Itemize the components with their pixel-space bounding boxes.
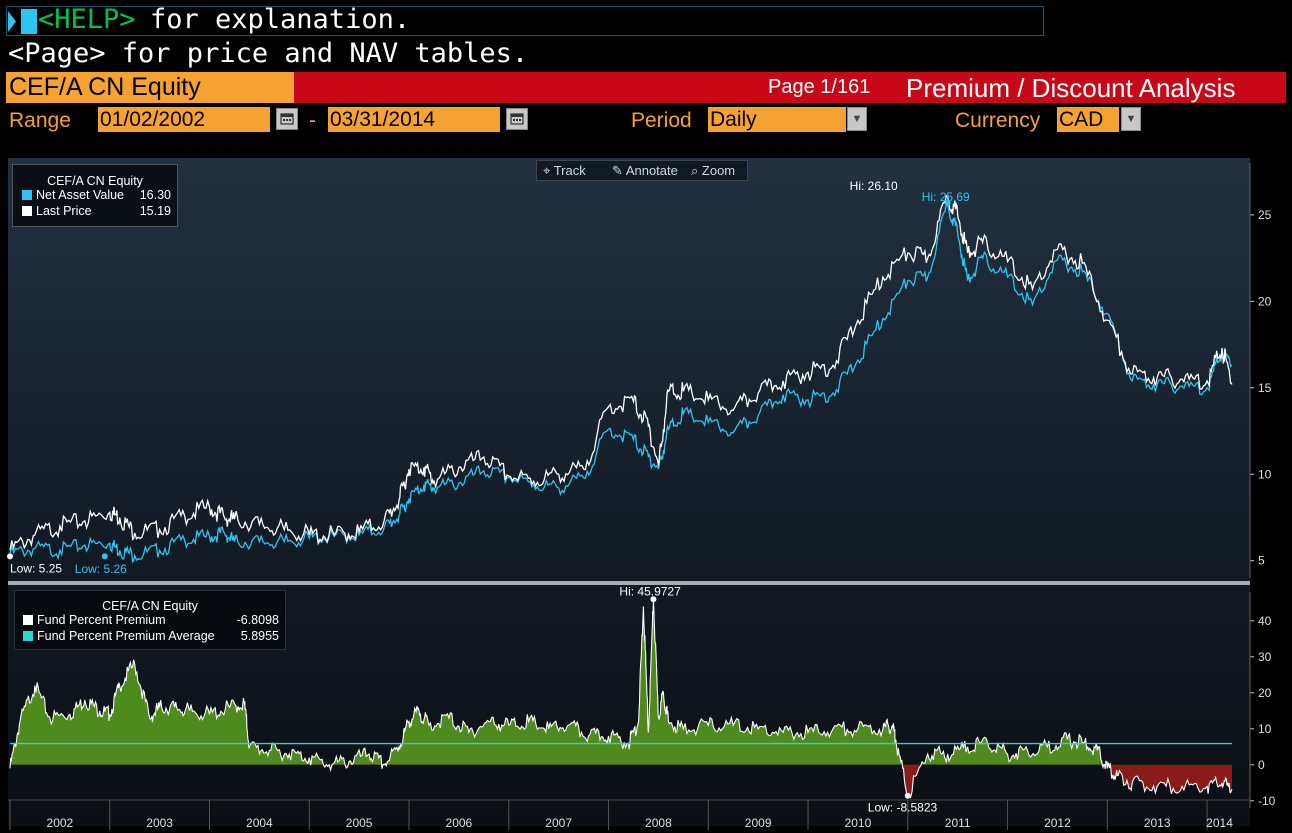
upper-legend-title: CEF/A CN Equity [47, 174, 143, 188]
x-tick-label: 2008 [645, 816, 672, 830]
upper-y-axis: 5 10 15 20 25 [1249, 163, 1272, 578]
panel-divider [8, 581, 1250, 585]
price-series-line [9, 195, 1233, 551]
legend-item-premium: Fund Percent Premium -6.8098 [23, 613, 285, 629]
page-title: Premium / Discount Analysis [906, 73, 1236, 103]
nav-low-label: Low: 5.26 [75, 562, 127, 576]
nav-high-label: Hi: 25.69 [922, 190, 970, 204]
zoom-button[interactable]: ⌕ Zoom [691, 163, 736, 178]
start-date-calendar-icon[interactable] [276, 108, 298, 130]
period-select[interactable]: Daily [708, 107, 846, 132]
lower-y-tick-label: 0 [1258, 758, 1265, 772]
pencil-icon: ✎ [612, 163, 623, 178]
period-dropdown-icon[interactable]: ▼ [847, 107, 867, 131]
x-tick-label: 2010 [845, 816, 872, 830]
price-swatch [22, 206, 32, 216]
range-dash: - [309, 109, 316, 132]
track-button[interactable]: ⌖ Track [543, 163, 586, 178]
lower-y-tick-label: 20 [1258, 686, 1272, 700]
x-tick-label: 2014 [1206, 816, 1233, 830]
chart-toolbar: ⌖ Track ✎ Annotate ⌕ Zoom [536, 160, 748, 181]
page-number: Page 1/161 [768, 76, 871, 98]
end-date-field[interactable]: 03/31/2014 [328, 107, 500, 132]
range-label: Range [9, 109, 71, 132]
help-link[interactable]: <HELP> [38, 4, 136, 35]
upper-y-tick-label: 15 [1258, 381, 1272, 395]
lower-y-tick-label: -10 [1258, 794, 1276, 808]
upper-y-tick-label: 20 [1258, 294, 1272, 308]
x-tick-label: 2013 [1144, 816, 1171, 830]
annotations: Hi: 26.10 Hi: 25.69 Low: 5.25 Low: 5.26 Hi: … [7, 179, 970, 815]
premium-high-marker [650, 596, 657, 603]
price-high-label: Hi: 26.10 [850, 179, 898, 193]
upper-y-tick-label: 5 [1258, 554, 1265, 568]
nav-low-marker [101, 553, 108, 560]
premium-low-label: Low: -8.5823 [868, 801, 938, 815]
command-line[interactable] [6, 6, 1044, 36]
upper-legend[interactable]: CEF/A CN Equity Net Asset Value 16.30 La… [12, 164, 178, 227]
lower-y-tick-label: 40 [1258, 614, 1272, 628]
x-tick-label: 2009 [745, 816, 772, 830]
x-tick-label: 2003 [146, 816, 173, 830]
lower-y-tick-label: 10 [1258, 722, 1272, 736]
x-tick-label: 2002 [47, 816, 74, 830]
x-axis: 2002 2003 2004 2005 2006 2007 2008 2009 2010 2011… [8, 799, 1250, 830]
start-date-field[interactable]: 01/02/2002 [98, 107, 270, 132]
currency-select[interactable]: CAD [1057, 107, 1119, 132]
premium-series-line [9, 599, 1233, 799]
x-tick-label: 2007 [545, 816, 572, 830]
legend-item-price: Last Price 15.19 [22, 204, 177, 220]
cursor-icon [8, 9, 37, 34]
magnifier-icon: ⌕ [691, 163, 699, 178]
x-tick-label: 2011 [945, 816, 971, 830]
nav-series-line [9, 201, 1233, 564]
period-label: Period [631, 109, 692, 132]
currency-label: Currency [955, 109, 1041, 132]
annotate-button[interactable]: ✎ Annotate [612, 163, 678, 178]
end-date-calendar-icon[interactable] [506, 108, 528, 130]
nav-high-marker [944, 199, 951, 206]
upper-y-tick-label: 25 [1258, 208, 1272, 222]
upper-y-tick-label: 10 [1258, 467, 1272, 481]
premium-swatch [23, 615, 33, 625]
crosshair-icon: ⌖ [543, 163, 551, 178]
premium-high-label: Hi: 45.9727 [619, 584, 681, 598]
lower-legend[interactable]: CEF/A CN Equity Fund Percent Premium -6.… [14, 590, 286, 650]
help-text: for explanation. [150, 4, 411, 35]
premium-low-marker [904, 792, 911, 799]
x-tick-label: 2012 [1044, 816, 1071, 830]
x-tick-label: 2006 [446, 816, 473, 830]
security-ticker[interactable]: CEF/A CN Equity [6, 72, 294, 103]
lower-y-tick-label: 30 [1258, 650, 1272, 664]
legend-item-average: Fund Percent Premium Average 5.8955 [23, 629, 285, 645]
lower-legend-title: CEF/A CN Equity [102, 599, 198, 613]
page-hint: <Page> for price and NAV tables. [8, 38, 529, 69]
x-tick-label: 2004 [246, 816, 273, 830]
nav-swatch [22, 190, 32, 200]
average-swatch [23, 631, 33, 641]
lower-y-axis: -10 0 10 20 30 40 [1249, 592, 1276, 808]
legend-item-nav: Net Asset Value 16.30 [22, 188, 177, 204]
price-low-marker [7, 553, 13, 560]
price-low-label: Low: 5.25 [10, 561, 62, 575]
premium-positive-area [10, 599, 1232, 765]
x-tick-label: 2005 [346, 816, 373, 830]
currency-dropdown-icon[interactable]: ▼ [1121, 107, 1141, 131]
